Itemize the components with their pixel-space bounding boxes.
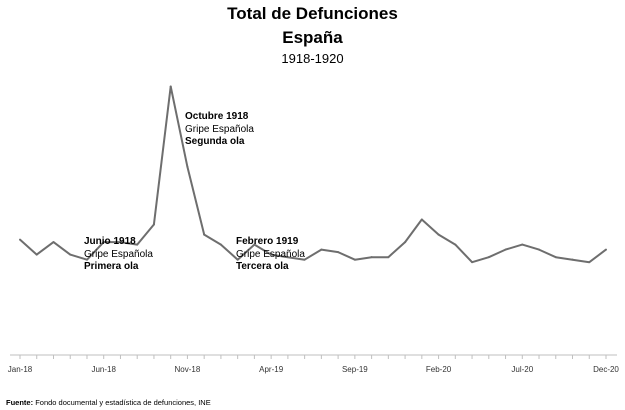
annotation-wave: Primera ola [84, 261, 139, 272]
annotation-wave: Segunda ola [185, 136, 245, 147]
data-point [169, 85, 172, 88]
x-tick-label: Sep-19 [342, 365, 368, 374]
source-label: Fuente: [6, 398, 34, 407]
x-tick-label: Nov-18 [175, 365, 201, 374]
x-tick-label: Jan-18 [8, 365, 33, 374]
data-point [320, 248, 323, 251]
data-point [471, 261, 474, 264]
data-point [370, 256, 373, 259]
data-point [186, 165, 189, 168]
chart-subtitle: España [282, 28, 343, 47]
data-point [404, 241, 407, 244]
annotation-tercera-ola: Febrero 1919 Gripe Española Tercera ola [236, 236, 305, 274]
data-point [35, 253, 38, 256]
x-tick-label: Apr-19 [259, 365, 284, 374]
data-point [337, 251, 340, 254]
data-point [152, 223, 155, 226]
data-point [19, 238, 21, 241]
data-point [69, 253, 72, 256]
data-point [219, 243, 222, 246]
data-point [85, 258, 88, 261]
data-point [353, 258, 356, 261]
annotation-wave: Tercera ola [236, 261, 289, 272]
data-point [52, 241, 55, 244]
x-tick-label: Feb-20 [426, 365, 452, 374]
data-point [571, 258, 574, 261]
data-point [286, 256, 289, 259]
data-point [102, 241, 105, 244]
data-point [504, 248, 507, 251]
x-tick-label: Jul-20 [511, 365, 533, 374]
annotation-text: Gripe Española [236, 248, 305, 260]
x-tick-label: Dec-20 [593, 365, 619, 374]
annotation-text: Gripe Española [84, 248, 153, 260]
data-point [454, 243, 457, 246]
data-point [203, 233, 206, 236]
data-point [554, 256, 557, 259]
source-text: Fondo documental y estadística de defunc… [35, 398, 211, 407]
annotation-primera-ola: Junio 1918 Gripe Española Primera ola [84, 236, 153, 274]
chart-title: Total de Defunciones [227, 4, 398, 23]
source-note: Fuente: Fondo documental y estadística d… [6, 398, 211, 407]
data-point [303, 258, 306, 261]
data-point [588, 261, 591, 264]
data-point [538, 248, 541, 251]
data-point [270, 253, 273, 256]
annotation-date: Febrero 1919 [236, 236, 299, 247]
data-point [236, 258, 239, 261]
annotation-text: Gripe Española [185, 123, 254, 135]
data-point [521, 243, 524, 246]
data-point [605, 248, 607, 251]
chart-period: 1918-1920 [281, 51, 344, 66]
data-point [420, 218, 423, 221]
series-line-defunciones [19, 85, 607, 264]
annotation-date: Octubre 1918 [185, 111, 249, 122]
data-point [437, 233, 440, 236]
data-point [387, 256, 390, 259]
data-point [136, 243, 139, 246]
annotation-segunda-ola: Octubre 1918 Gripe Española Segunda ola [185, 111, 254, 149]
x-tick-label: Jun-18 [91, 365, 116, 374]
annotation-date: Junio 1918 [84, 236, 136, 247]
data-point [487, 256, 490, 259]
data-point [119, 241, 122, 244]
data-point [253, 243, 256, 246]
